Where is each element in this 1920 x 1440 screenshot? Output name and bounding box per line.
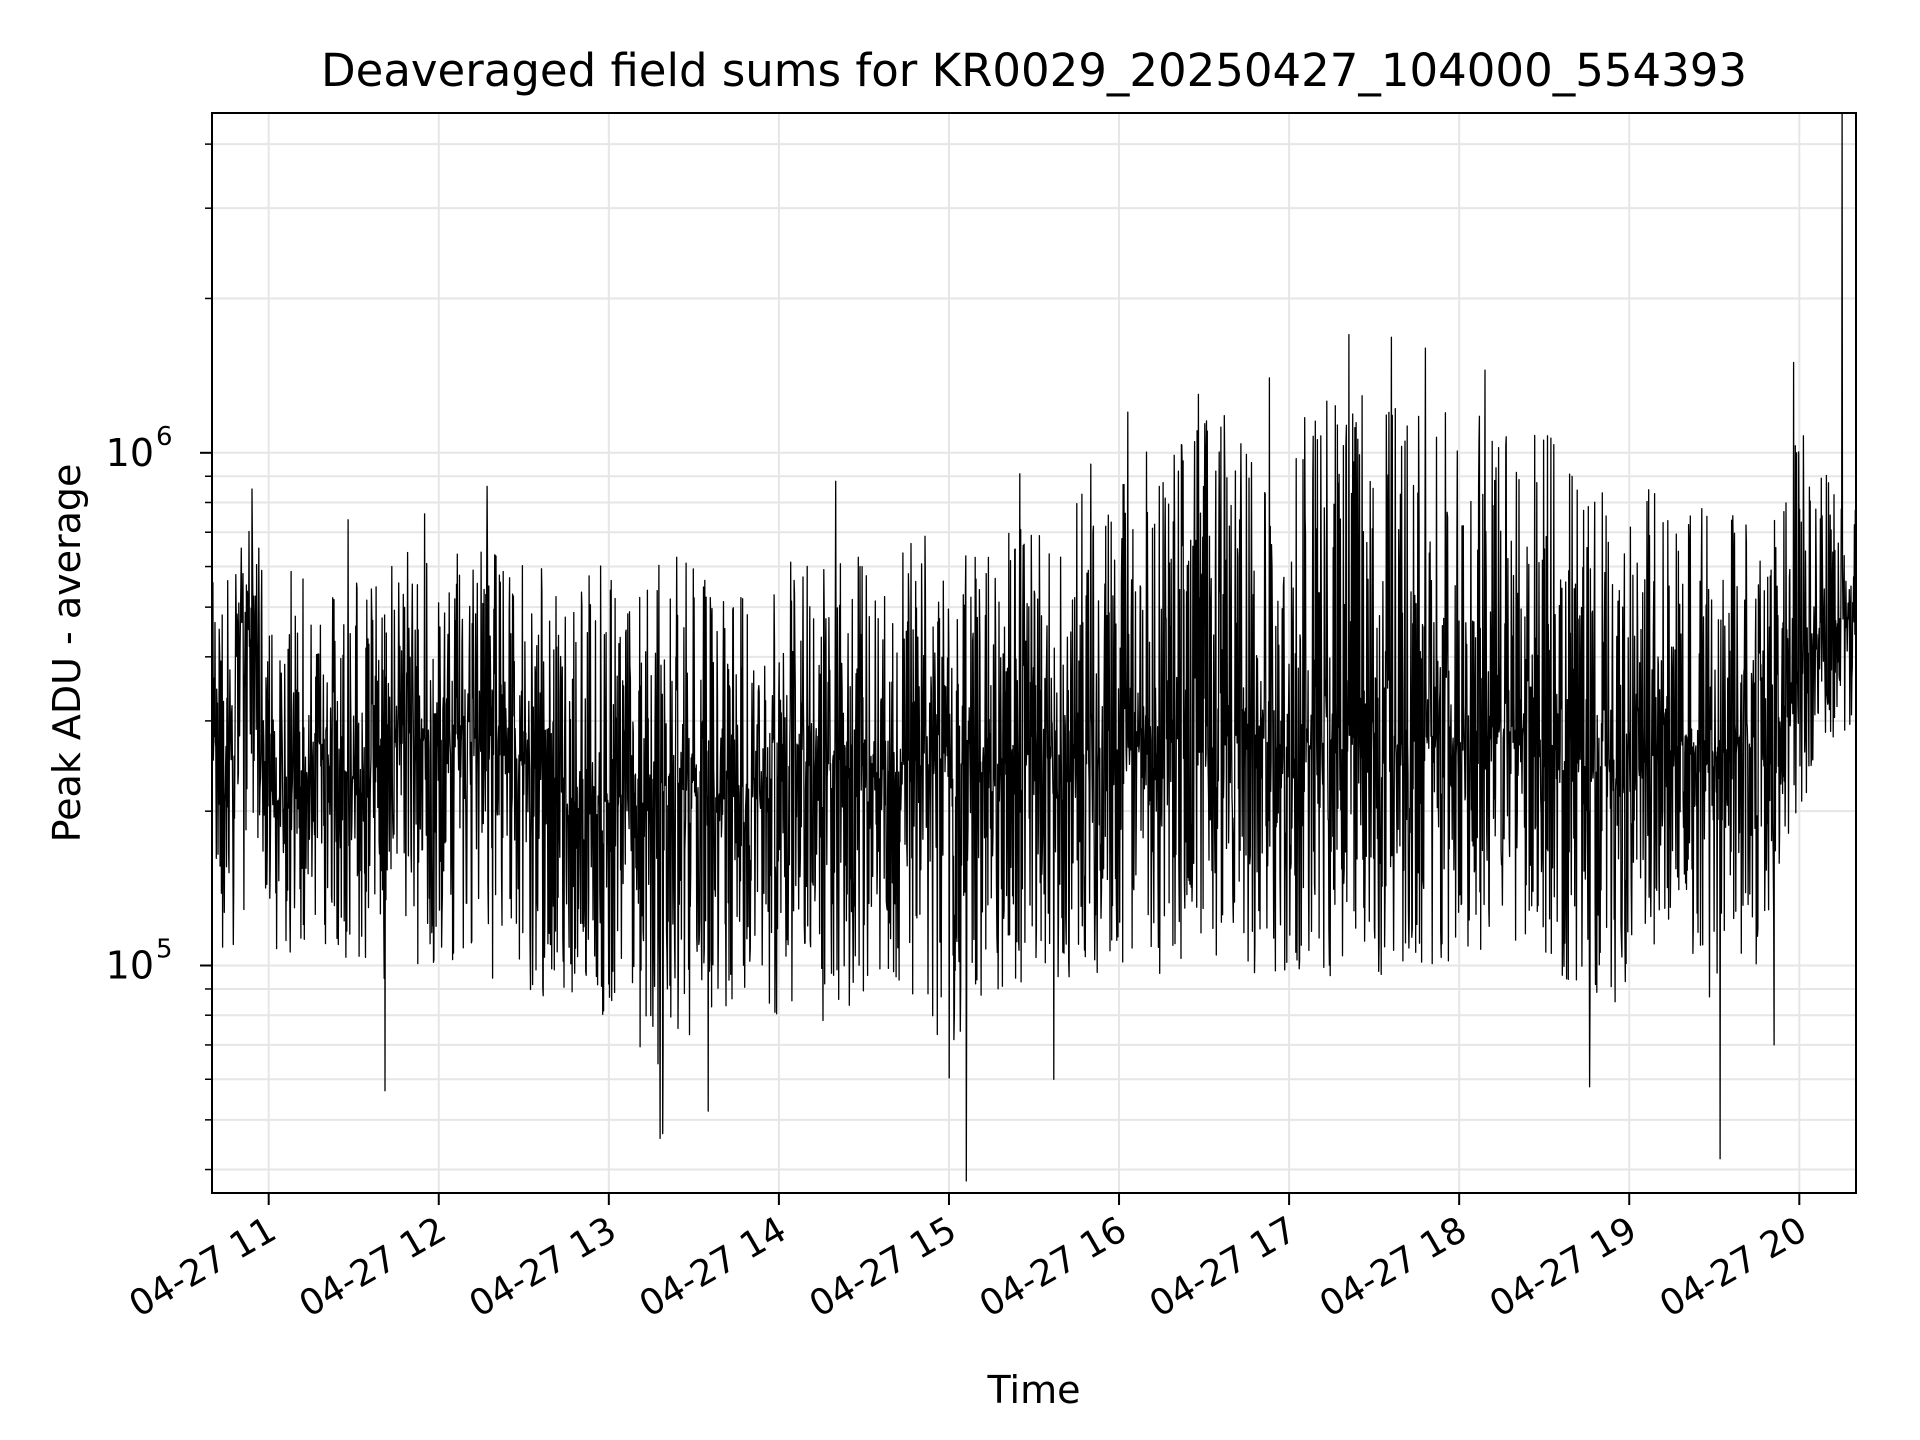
x-tick-label: 04-27 16	[973, 1209, 1134, 1325]
y-axis-label: Peak ADU - average	[45, 464, 89, 843]
x-tick-label: 04-27 12	[293, 1209, 454, 1325]
plot-area	[212, 113, 1856, 1182]
y-tick-exponent: 6	[156, 422, 173, 452]
x-axis: 04-27 11 04-27 12 04-27 13 04-27 14 04-27 15…	[123, 1193, 1814, 1326]
x-tick-label: 04-27 11	[123, 1209, 284, 1325]
y-tick-label: 10	[106, 431, 154, 475]
x-tick-label: 04-27 13	[463, 1209, 624, 1325]
x-tick-label: 04-27 20	[1653, 1209, 1814, 1325]
chart-title: Deaveraged field sums for KR0029_2025042…	[321, 44, 1747, 97]
grid-lines	[212, 113, 1856, 1193]
x-tick-label: 04-27 14	[633, 1209, 794, 1325]
y-tick-exponent: 5	[156, 935, 173, 965]
x-tick-label: 04-27 15	[803, 1209, 964, 1325]
x-tick-label: 04-27 17	[1143, 1209, 1304, 1325]
y-tick-label: 10	[106, 944, 154, 988]
x-tick-label: 04-27 19	[1483, 1209, 1644, 1325]
plot-frame	[211, 112, 1857, 1194]
series-line	[212, 113, 1856, 1182]
x-axis-label: Time	[987, 1368, 1081, 1412]
x-tick-label: 04-27 18	[1313, 1209, 1474, 1325]
